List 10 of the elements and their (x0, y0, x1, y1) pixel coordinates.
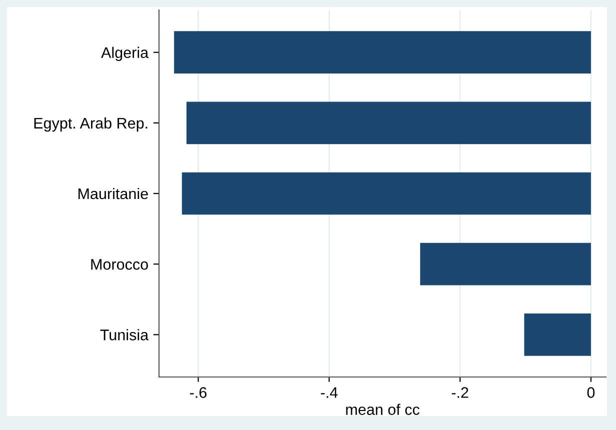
x-tick-label: 0 (587, 387, 595, 398)
y-tick-label: Algeria (101, 46, 149, 62)
x-tick-label: -.2 (452, 387, 468, 398)
x-tick-label: -.4 (320, 387, 338, 398)
y-tick-label: Tunisia (100, 329, 149, 340)
x-axis-title: mean of cc (346, 404, 420, 415)
y-tick-label: Mauritanie (78, 188, 148, 200)
x-tick-label: -.6 (190, 387, 207, 398)
y-tick-label: Egypt. Arab Rep. (34, 117, 148, 132)
y-tick-label: Morocco (91, 259, 148, 270)
